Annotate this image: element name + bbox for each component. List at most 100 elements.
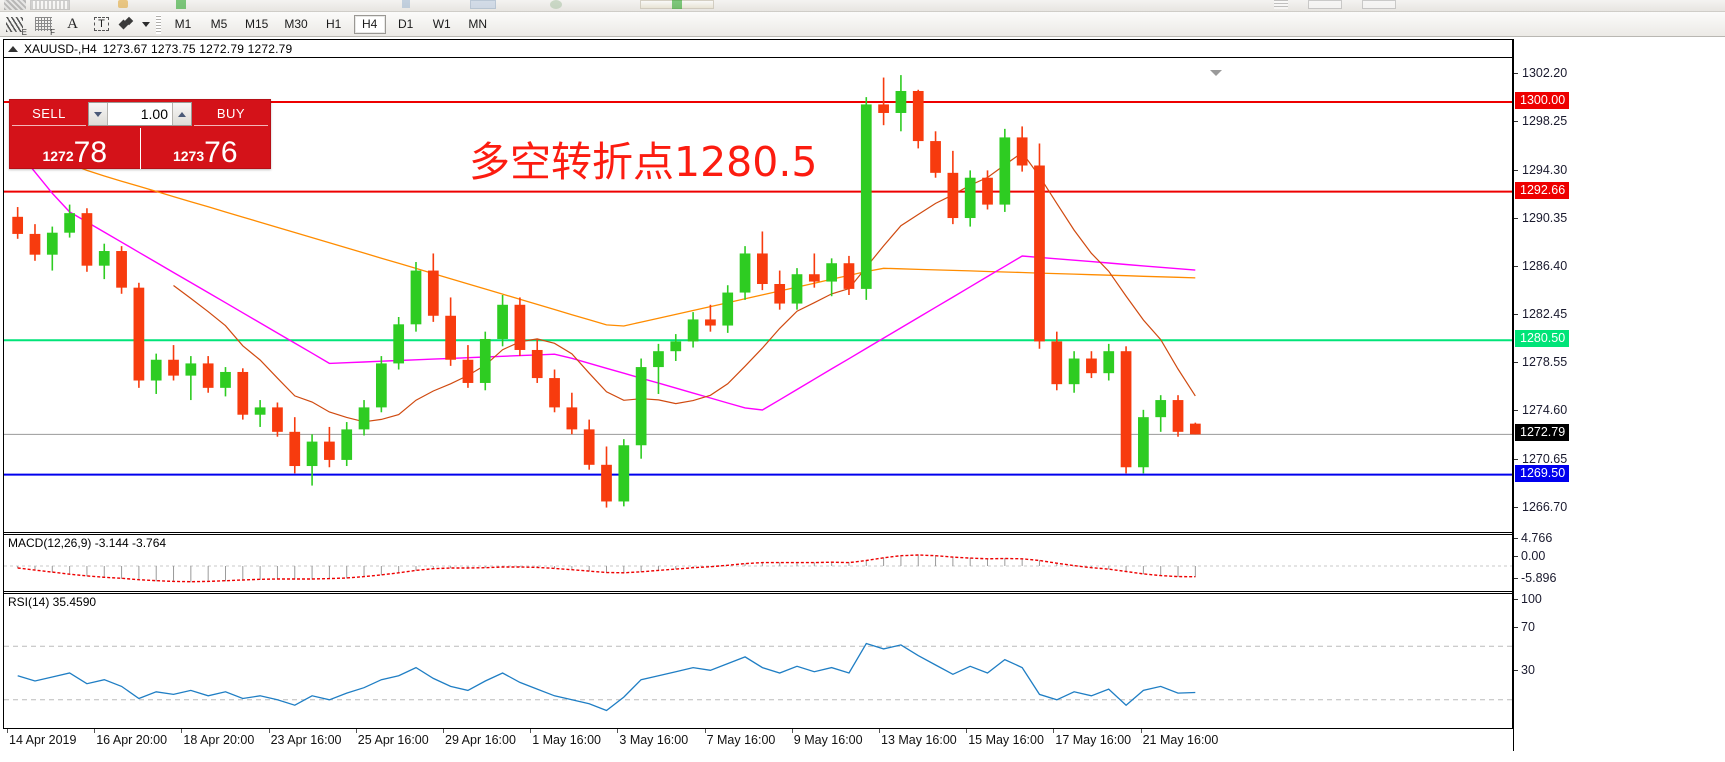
symbol-info-bar: XAUUSD-,H4 1273.67 1273.75 1272.79 1272.…: [4, 40, 1512, 58]
time-label-13: 21 May 16:00: [1142, 733, 1219, 747]
text-tool-button[interactable]: A: [58, 13, 87, 36]
time-tick: [355, 729, 357, 733]
trade-panel-top-row: SELL 1.00 BUY: [10, 100, 270, 128]
candle: [1068, 351, 1080, 393]
rsi-plot: [4, 642, 1512, 712]
timeframe-mn[interactable]: MN: [468, 17, 488, 31]
symbol-name: XAUUSD-,H4: [24, 41, 97, 56]
candle: [81, 208, 93, 272]
candle: [514, 297, 526, 357]
pane-divider-2b: [4, 593, 1512, 594]
macd-signal-line: [17, 554, 1196, 583]
pane-collapse-icon[interactable]: [1210, 70, 1222, 76]
candle: [583, 419, 595, 470]
sell-button[interactable]: SELL: [12, 102, 86, 126]
candle: [1034, 143, 1045, 349]
timeframe-h4[interactable]: H4: [353, 14, 386, 34]
candle: [722, 285, 734, 333]
volume-stepper[interactable]: 1.00: [88, 102, 192, 126]
candle: [1103, 343, 1115, 381]
candle: [220, 367, 231, 397]
candle: [947, 150, 959, 225]
candle: [324, 426, 335, 468]
buy-price-small: 1273: [172, 148, 205, 164]
price-tick-1270.65: 1270.65: [1514, 452, 1567, 466]
time-label-10: 13 May 16:00: [881, 733, 957, 747]
timeframe-m5[interactable]: M5: [210, 17, 228, 31]
collapse-triangle-icon[interactable]: [8, 45, 18, 52]
crosshair-tool-button[interactable]: [0, 13, 29, 37]
candle: [895, 75, 907, 132]
candle: [739, 246, 751, 300]
candle: [774, 270, 786, 310]
price-badge-1272.79: 1272.79: [1515, 424, 1570, 442]
macd-pane[interactable]: [4, 535, 1512, 591]
sell-price[interactable]: 1272 78: [10, 128, 140, 169]
time-tick: [181, 729, 183, 733]
price-tick-1274.60: 1274.60: [1514, 403, 1567, 417]
volume-decrease-button[interactable]: [89, 103, 108, 125]
timeframe-d1[interactable]: D1: [398, 17, 414, 31]
buy-price[interactable]: 1273 76: [139, 128, 271, 169]
partial-icon-7: [550, 0, 562, 9]
candle: [168, 345, 179, 381]
timeframe-m30[interactable]: M30: [284, 17, 308, 31]
candle: [705, 304, 716, 332]
drawing-toolbar: A T M1 M5 M15 M30 H1 H4 D1 W1 MN: [0, 12, 1725, 37]
candle: [375, 356, 387, 413]
candle: [185, 356, 197, 401]
candle: [29, 224, 41, 261]
time-label-4: 25 Apr 16:00: [357, 733, 429, 747]
candle: [133, 282, 145, 388]
toolbar-grip[interactable]: [156, 14, 161, 34]
shapes-tool-button[interactable]: [116, 13, 138, 36]
sell-price-big: 78: [73, 136, 108, 169]
time-scale[interactable]: 14 Apr 2019 16 Apr 20:00 18 Apr 20:00 23 Ap…: [3, 728, 1513, 751]
candle: [601, 446, 612, 508]
volume-increase-button[interactable]: [172, 103, 191, 125]
grid-dots-icon: [35, 17, 55, 37]
rsi-pane[interactable]: [4, 594, 1512, 750]
candle: [1016, 126, 1028, 172]
rsi-line: [17, 642, 1196, 712]
time-label-9: 9 May 16:00: [793, 733, 863, 747]
volume-input[interactable]: 1.00: [108, 103, 172, 125]
text-a-icon: A: [67, 15, 78, 32]
timeframe-m1[interactable]: M1: [174, 17, 192, 31]
time-tick: [268, 729, 270, 733]
candle: [826, 258, 838, 297]
candle: [393, 316, 405, 370]
price-tick-1278.55: 1278.55: [1514, 355, 1567, 369]
rsi-tick-100: 100: [1514, 592, 1542, 606]
time-tick: [791, 729, 793, 733]
time-tick: [94, 729, 96, 733]
candle: [358, 400, 370, 436]
candle: [202, 356, 214, 393]
timeframe-w1[interactable]: W1: [432, 17, 451, 31]
candle: [445, 297, 456, 366]
buy-button[interactable]: BUY: [194, 102, 268, 126]
rsi-tick-70: 70: [1514, 620, 1535, 634]
chart-window: XAUUSD-,H4 1273.67 1273.75 1272.79 1272.…: [3, 39, 1513, 751]
candle: [272, 402, 283, 437]
shapes-dropdown-button[interactable]: [138, 13, 154, 36]
candle: [306, 434, 318, 486]
partial-icon-3: [118, 0, 128, 8]
macd-tick--5.896: -5.896: [1514, 571, 1556, 585]
candle: [289, 417, 301, 474]
timeframe-m15[interactable]: M15: [245, 17, 269, 31]
candle: [549, 369, 560, 413]
text-label-tool-button[interactable]: T: [87, 13, 116, 36]
timeframe-h1[interactable]: H1: [326, 17, 342, 31]
grid-tool-button[interactable]: [29, 13, 58, 37]
price-scale[interactable]: 1302.20 1298.25 1294.30 1290.35 1286.40 1282.…: [1513, 39, 1725, 751]
price-tick-1294.30: 1294.30: [1514, 163, 1567, 177]
price-tick-1302.20: 1302.20: [1514, 66, 1567, 80]
time-label-11: 15 May 16:00: [968, 733, 1044, 747]
candle: [497, 295, 508, 347]
caret-up-icon: [178, 111, 186, 117]
rsi-tick-30: 30: [1514, 663, 1535, 677]
candle: [843, 255, 855, 295]
chart-annotation-text: 多空转折点1280.5: [469, 138, 818, 186]
candle: [860, 97, 872, 300]
